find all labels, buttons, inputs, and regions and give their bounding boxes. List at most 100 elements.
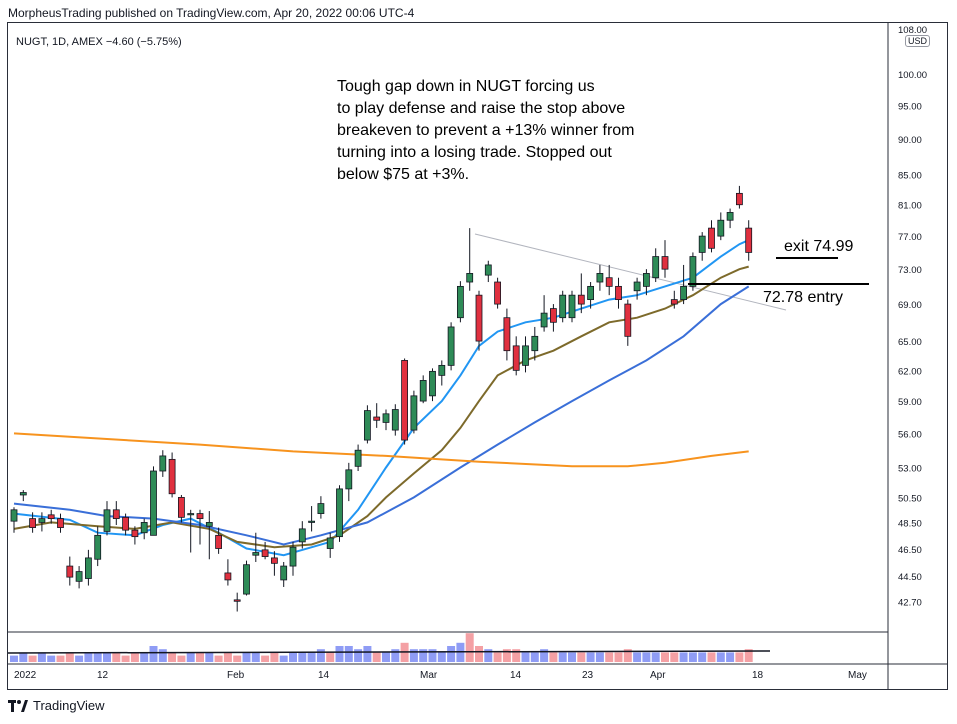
candle xyxy=(401,358,409,445)
candle xyxy=(38,512,46,532)
volume-bar xyxy=(642,652,651,662)
volume-bar xyxy=(56,655,65,662)
candle-body xyxy=(708,227,715,249)
tradingview-logo[interactable]: TradingView xyxy=(8,698,105,713)
annotation-line: below $75 at +3%. xyxy=(337,166,469,183)
candle-body xyxy=(670,299,678,305)
currency-badge[interactable]: USD xyxy=(905,35,931,47)
volume-bar xyxy=(223,652,232,662)
candle-body xyxy=(94,534,102,560)
candle xyxy=(615,277,622,309)
candle xyxy=(336,485,343,542)
annotation-line: turning into a losing trade. Stopped out xyxy=(337,144,612,161)
candle xyxy=(643,269,650,296)
x-tick-label: 14 xyxy=(510,670,522,681)
candle-body xyxy=(215,534,223,549)
candle xyxy=(550,304,557,332)
candle xyxy=(391,404,399,436)
volume-bar xyxy=(484,649,493,662)
volume-bar xyxy=(130,652,139,662)
candle-body xyxy=(280,565,288,581)
volume-bar xyxy=(633,652,642,662)
volume-bar xyxy=(437,652,446,662)
x-tick-label: 2022 xyxy=(14,670,37,681)
candle xyxy=(94,526,102,567)
volume-bar xyxy=(335,646,344,662)
candle xyxy=(85,549,92,586)
y-tick-label: 95.00 xyxy=(898,102,922,113)
volume-bar xyxy=(270,652,279,662)
chart-frame xyxy=(7,22,948,690)
volume-bar xyxy=(103,652,111,662)
candle-body xyxy=(419,380,427,402)
volume-bar xyxy=(75,655,84,662)
y-tick-label: 44.50 xyxy=(898,572,922,583)
y-tick-label: 85.00 xyxy=(898,171,922,182)
volume-bar xyxy=(391,649,400,662)
candle xyxy=(168,452,176,498)
candle xyxy=(680,264,687,305)
moving-average-line xyxy=(13,432,749,468)
candle xyxy=(736,185,743,209)
volume-bar xyxy=(158,649,167,662)
candle-body xyxy=(336,488,343,538)
candle-body xyxy=(484,264,492,276)
candle-body xyxy=(429,370,436,397)
candle-body xyxy=(159,455,167,472)
candle xyxy=(10,507,18,533)
volume-bar xyxy=(326,652,335,662)
volume-bar xyxy=(670,652,679,662)
volume-bar xyxy=(344,646,353,662)
volume-bar xyxy=(196,652,204,662)
volume-bar xyxy=(707,652,716,662)
candle-body xyxy=(456,285,464,319)
candle xyxy=(103,501,111,536)
candle xyxy=(577,273,585,314)
candle xyxy=(354,444,362,472)
candle xyxy=(717,212,725,241)
candle xyxy=(243,560,250,596)
candle-body xyxy=(717,219,725,237)
candle xyxy=(410,390,418,434)
exit-label: exit 74.99 xyxy=(784,238,853,255)
volume-bar xyxy=(540,649,549,662)
y-tick-label: 81.00 xyxy=(898,200,922,211)
candle-body xyxy=(512,345,520,371)
x-tick-label: Mar xyxy=(420,670,438,681)
volume-bar xyxy=(428,649,437,662)
y-tick-label: 50.50 xyxy=(898,494,922,505)
volume-bar xyxy=(409,649,418,662)
volume-bar xyxy=(382,652,390,662)
volume-bar xyxy=(214,655,223,662)
candle xyxy=(261,541,269,560)
y-tick-label: 59.00 xyxy=(898,397,922,408)
candle xyxy=(745,220,753,261)
candle-body xyxy=(363,410,371,441)
candle-body xyxy=(298,528,306,543)
volume-bar xyxy=(363,646,372,662)
candle-body xyxy=(745,227,753,253)
candle-body xyxy=(308,520,316,523)
volume-bar xyxy=(651,652,660,662)
y-tick-label: 77.00 xyxy=(898,232,922,243)
candle-body xyxy=(177,497,185,518)
candle-body xyxy=(354,449,362,467)
candle xyxy=(429,368,436,402)
candle-body xyxy=(10,509,18,522)
volume-bar xyxy=(37,652,46,662)
candle xyxy=(122,513,129,536)
candle xyxy=(47,509,55,524)
y-tick-label: 65.00 xyxy=(898,337,922,348)
volume-bar xyxy=(521,652,530,662)
volume-bar xyxy=(28,655,37,662)
volume-moving-average xyxy=(7,650,771,654)
candle-body xyxy=(494,281,502,305)
candle xyxy=(512,336,520,376)
volume-bar xyxy=(595,652,604,662)
volume-bar xyxy=(614,652,623,662)
candle-body xyxy=(243,564,250,595)
candle-body xyxy=(503,317,511,352)
candle xyxy=(298,521,306,549)
volume-bar xyxy=(726,652,735,662)
